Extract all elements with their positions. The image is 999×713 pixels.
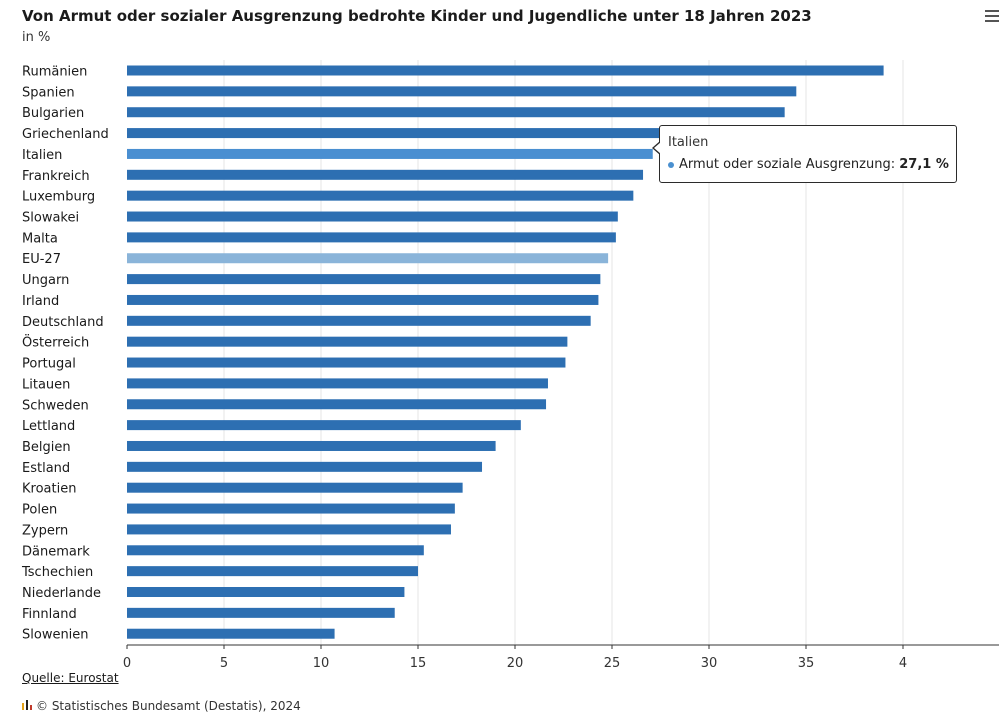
tooltip-series-label: Armut oder soziale Ausgrenzung: bbox=[679, 157, 896, 172]
category-label: Portugal bbox=[22, 357, 76, 372]
x-tick-label: 5 bbox=[220, 656, 228, 671]
category-label: Finnland bbox=[22, 607, 77, 622]
bar-malta[interactable] bbox=[127, 232, 616, 243]
category-label: Österreich bbox=[22, 334, 89, 351]
bar-chart: 0 5 10 15 20 25 30 35 4 Rumänien Spanien Bulgarien G… bbox=[21, 60, 999, 671]
bar-tschechien[interactable] bbox=[127, 566, 418, 577]
x-tick-label: 25 bbox=[604, 656, 621, 671]
category-label: Italien bbox=[22, 148, 62, 163]
chart-subtitle: in % bbox=[22, 30, 51, 45]
bar-finnland[interactable] bbox=[127, 607, 395, 618]
category-label: Lettland bbox=[22, 419, 75, 434]
bar-litauen[interactable] bbox=[127, 378, 548, 389]
bar-estland[interactable] bbox=[127, 461, 483, 472]
category-label: Ungarn bbox=[22, 273, 69, 288]
tooltip-value: 27,1 % bbox=[899, 157, 949, 172]
bar-niederlande[interactable] bbox=[127, 587, 405, 597]
hamburger-menu-icon[interactable] bbox=[985, 10, 999, 24]
bar-spanien[interactable] bbox=[127, 86, 797, 97]
bar-ungarn[interactable] bbox=[127, 274, 601, 285]
bar-slowakei[interactable] bbox=[127, 211, 618, 222]
bar-polen[interactable] bbox=[127, 503, 455, 514]
bar-rumänien[interactable] bbox=[127, 65, 884, 76]
tooltip-row: Armut oder soziale Ausgrenzung: 27,1 % bbox=[668, 157, 949, 172]
category-label: Polen bbox=[22, 503, 57, 518]
category-label: Slowenien bbox=[22, 628, 89, 643]
x-tick-label: 15 bbox=[410, 656, 427, 671]
category-label: Dänemark bbox=[22, 544, 90, 559]
category-label: Niederlande bbox=[22, 586, 101, 601]
bar-luxemburg[interactable] bbox=[127, 190, 634, 201]
x-tick-label: 4 bbox=[899, 656, 907, 671]
bar-lettland[interactable] bbox=[127, 420, 521, 431]
category-label: Belgien bbox=[22, 440, 71, 455]
category-label: Estland bbox=[22, 461, 70, 476]
x-tick-label: 35 bbox=[798, 656, 815, 671]
category-label: Rumänien bbox=[22, 65, 87, 80]
bar-belgien[interactable] bbox=[127, 440, 496, 451]
category-label: Luxemburg bbox=[22, 190, 95, 205]
bar-italien[interactable] bbox=[127, 148, 653, 159]
bar-portugal[interactable] bbox=[127, 357, 566, 368]
bar-schweden[interactable] bbox=[127, 399, 547, 410]
category-label: Zypern bbox=[22, 523, 68, 538]
category-label: Frankreich bbox=[22, 169, 90, 184]
category-label: Griechenland bbox=[22, 127, 109, 142]
tooltip: Italien Armut oder soziale Ausgrenzung: … bbox=[652, 125, 957, 183]
copyright-line: © Statistisches Bundesamt (Destatis), 20… bbox=[22, 699, 301, 713]
x-tick-label: 10 bbox=[313, 656, 330, 671]
x-tick-label: 30 bbox=[701, 656, 718, 671]
bar-irland[interactable] bbox=[127, 294, 599, 305]
bar-slowenien[interactable] bbox=[127, 628, 335, 639]
bar-griechenland[interactable] bbox=[127, 128, 671, 139]
bar-kroatien[interactable] bbox=[127, 482, 463, 493]
bar-bulgarien[interactable] bbox=[127, 107, 785, 118]
category-label: Deutschland bbox=[22, 315, 104, 330]
category-label: Spanien bbox=[22, 85, 75, 100]
chart-title: Von Armut oder sozialer Ausgrenzung bedr… bbox=[22, 7, 812, 25]
category-label: Bulgarien bbox=[22, 106, 84, 121]
destatis-logo-icon bbox=[22, 700, 32, 710]
category-label: Slowakei bbox=[22, 211, 79, 226]
x-tick-label: 20 bbox=[507, 656, 524, 671]
category-label: Tschechien bbox=[21, 565, 93, 580]
category-label: EU-27 bbox=[22, 252, 61, 267]
source-link[interactable]: Quelle: Eurostat bbox=[22, 671, 119, 685]
category-label: Malta bbox=[22, 231, 58, 246]
series-dot-icon bbox=[668, 161, 674, 168]
bar-frankreich[interactable] bbox=[127, 169, 644, 180]
x-tick-label: 0 bbox=[123, 656, 131, 671]
category-label: Kroatien bbox=[22, 482, 76, 497]
bar-zypern[interactable] bbox=[127, 524, 451, 535]
copyright-text: © Statistisches Bundesamt (Destatis), 20… bbox=[36, 699, 301, 713]
bar-dänemark[interactable] bbox=[127, 545, 424, 556]
category-label: Irland bbox=[22, 294, 59, 309]
category-label: Schweden bbox=[22, 398, 89, 413]
tooltip-title: Italien bbox=[668, 135, 709, 150]
bar-deutschland[interactable] bbox=[127, 315, 591, 326]
bar-österreich[interactable] bbox=[127, 336, 568, 347]
bar-eu-27[interactable] bbox=[127, 253, 609, 264]
category-label: Litauen bbox=[22, 377, 70, 392]
